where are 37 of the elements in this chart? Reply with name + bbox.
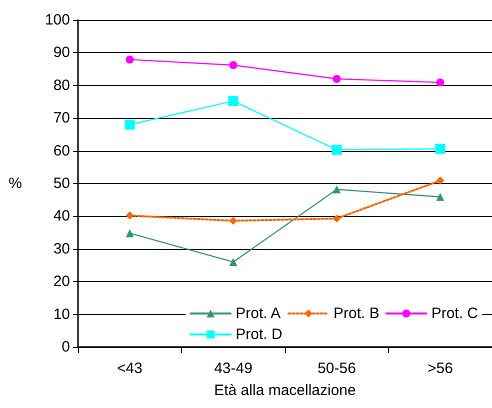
y-axis-title: % [8,175,22,192]
y-tick-label: 20 [53,273,70,290]
y-tick-label: 60 [53,142,70,160]
point [126,56,134,64]
point [126,229,134,238]
x-tick-label: 43-49 [214,360,252,377]
y-tick-label: 30 [53,240,70,258]
y-tick-label: 80 [53,76,70,94]
y-tick-label: 70 [53,110,70,127]
point [435,144,446,154]
x-tick-label: <43 [117,360,142,377]
y-tick-label: 50 [53,175,70,192]
y-tick-label: 90 [53,44,70,62]
point [332,144,342,155]
point [126,212,134,220]
point [332,185,341,194]
legend-label: Prot. C [431,305,478,322]
point [436,78,444,86]
point [229,258,238,266]
y-tick-label: 100 [44,12,70,28]
point [436,176,444,185]
x-tick-label: >56 [428,360,453,377]
point [332,74,341,83]
point [228,96,238,106]
legend-label: Prot. D [236,326,282,343]
x-axis-title: Età alla macellazione [214,382,356,399]
x-tick-label: 50-56 [318,360,356,377]
point [332,214,341,222]
point [124,120,135,130]
y-tick-label: 40 [53,208,70,225]
point [229,216,238,225]
point [229,61,238,70]
y-tick-label: 0 [62,338,70,356]
y-tick-label: 10 [53,306,70,323]
legend-label: Prot. B [333,305,380,322]
point [436,192,444,201]
legend-label: Prot. A [236,305,281,322]
